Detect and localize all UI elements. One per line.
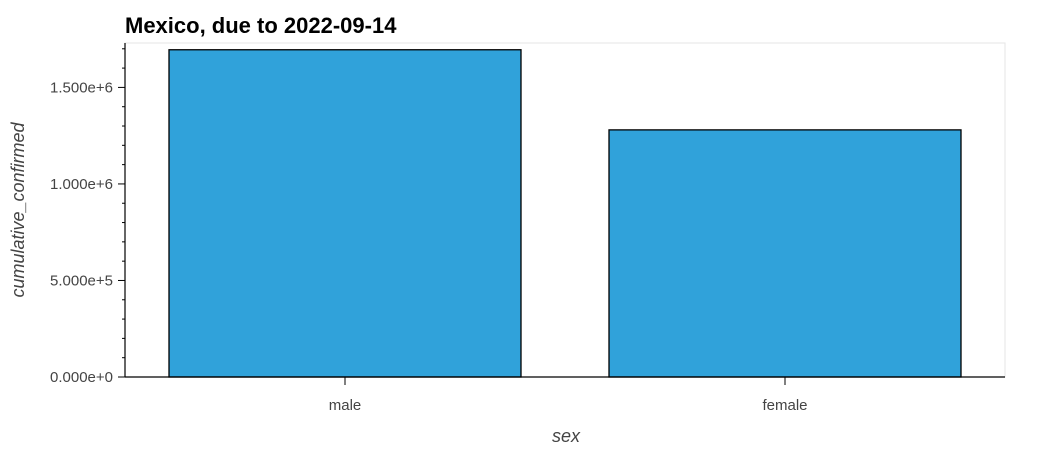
x-tick-label-female: female <box>762 397 807 414</box>
y-tick-label: 1.500e+6 <box>50 79 113 96</box>
y-axis: 0.000e+0 5.000e+5 1.000e+6 1.500e+6 <box>50 43 126 386</box>
x-tick-label-male: male <box>329 397 362 414</box>
chart-title: Mexico, due to 2022-09-14 <box>125 13 397 38</box>
x-axis: male female <box>125 376 1005 414</box>
y-tick-label: 0.000e+0 <box>50 369 113 386</box>
bars-layer <box>168 49 962 378</box>
x-axis-label: sex <box>552 426 581 446</box>
y-tick-label: 1.000e+6 <box>50 176 113 193</box>
bar-male <box>168 49 522 378</box>
y-tick-label: 5.000e+5 <box>50 272 113 289</box>
y-axis-label: cumulative_confirmed <box>8 121 28 297</box>
bar-female <box>608 129 962 378</box>
